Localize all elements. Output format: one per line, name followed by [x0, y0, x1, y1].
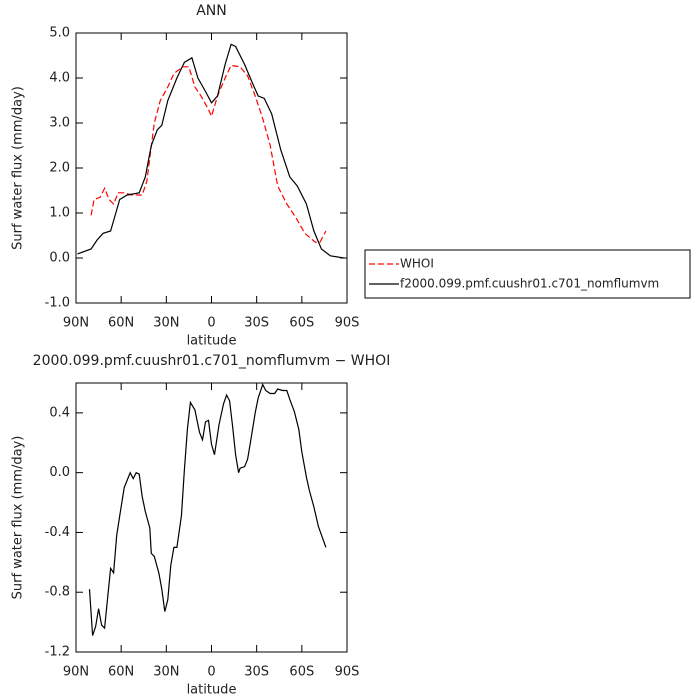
y-tick-label: 0.0 [49, 465, 70, 480]
x-tick-label: 30N [153, 316, 179, 331]
x-tick-label: 30S [244, 316, 269, 331]
y-tick-label: 0.4 [49, 405, 70, 420]
y-tick-label: 5.0 [49, 26, 70, 41]
y-tick-label: -0.4 [45, 525, 70, 540]
x-axis-label: latitude [187, 334, 237, 349]
chart-title: ANN [196, 3, 227, 19]
x-tick-label: 60S [289, 665, 314, 680]
plot-frame [75, 32, 348, 304]
x-tick-label: 90N [63, 665, 89, 680]
x-tick-label: 90S [335, 316, 360, 331]
y-axis-label: Surf water flux (mm/day) [11, 86, 26, 250]
y-tick-label: 3.0 [49, 116, 70, 131]
y-tick-label: 0.0 [49, 251, 70, 266]
y-tick-label: -0.8 [45, 585, 70, 600]
x-tick-label: 60S [289, 316, 314, 331]
x-tick-label: 60N [108, 316, 134, 331]
data-line [88, 382, 327, 636]
data-line [77, 43, 345, 259]
legend-label: f2000.099.pmf.cuushr01.c701_nomflumvm [400, 277, 659, 291]
x-tick-label: 90N [63, 316, 89, 331]
x-tick-label: 0 [207, 316, 215, 331]
x-tick-label: 30N [153, 665, 179, 680]
x-tick-label: 0 [207, 665, 215, 680]
y-tick-label: 4.0 [49, 71, 70, 86]
y-tick-label: -1.0 [45, 296, 70, 311]
legend-label: WHOI [400, 257, 434, 271]
x-axis-label: latitude [187, 683, 237, 698]
data-line [90, 64, 327, 243]
y-tick-label: 2.0 [49, 161, 70, 176]
y-axis-label: Surf water flux (mm/day) [11, 436, 26, 600]
plot-frame [75, 382, 348, 653]
legend-box [364, 249, 691, 299]
x-tick-label: 90S [335, 665, 360, 680]
chart-title: 2000.099.pmf.cuushr01.c701_nomflumvm − W… [33, 353, 391, 369]
y-tick-label: -1.2 [45, 645, 70, 660]
x-tick-label: 60N [108, 665, 134, 680]
x-tick-label: 30S [244, 665, 269, 680]
y-tick-label: 1.0 [49, 206, 70, 221]
